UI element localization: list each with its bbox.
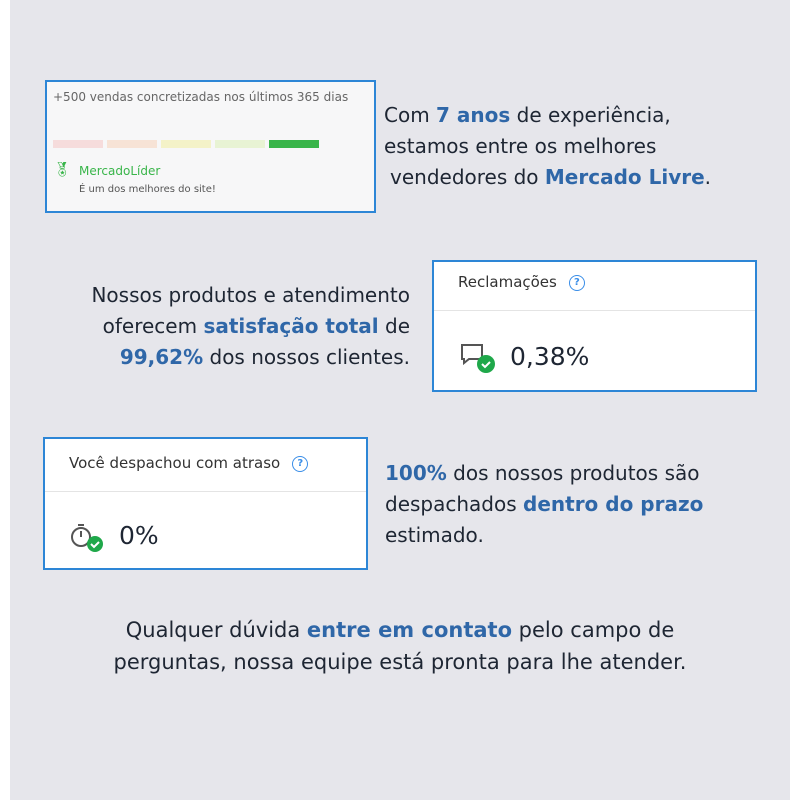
mercadolider-badge: MercadoLíder [79,164,161,178]
page: +500 vendas concretizadas nos últimos 36… [10,0,790,800]
reputation-segment-3 [161,140,211,148]
complaints-value: 0,38% [510,342,590,371]
reputation-segment-1 [53,140,103,148]
delay-header: Você despachou com atraso? [45,439,366,492]
complaints-header: Reclamações? [434,262,755,311]
seller-reputation-card: +500 vendas concretizadas nos últimos 36… [45,80,376,213]
reputation-segment-4 [215,140,265,148]
reputation-segment-5 [269,140,319,148]
delay-title: Você despachou com atraso [69,454,281,472]
satisfaction-text: Nossos produtos e atendimento oferecem s… [91,283,410,369]
chat-check-icon [460,342,500,380]
delay-card: Você despachou com atraso? 0% [43,437,368,570]
stopwatch-check-icon [69,521,109,559]
medal-icon: 🏅︎ [53,162,71,178]
sales-count: +500 vendas concretizadas nos últimos 36… [53,90,349,104]
delay-value: 0% [119,521,159,550]
complaints-card: Reclamações? 0,38% [432,260,757,392]
help-icon[interactable]: ? [292,455,309,472]
reputation-segment-2 [107,140,157,148]
badge-description: É um dos melhores do site! [79,184,216,195]
help-icon[interactable]: ? [568,274,585,291]
dispatch-text: 100% dos nossos produtos são despachados… [385,461,704,547]
contact-text: Qualquer dúvida entre em contato pelo ca… [113,618,687,674]
experience-text: Com 7 anos de experiência, estamos entre… [384,103,712,189]
complaints-title: Reclamações [458,273,557,291]
